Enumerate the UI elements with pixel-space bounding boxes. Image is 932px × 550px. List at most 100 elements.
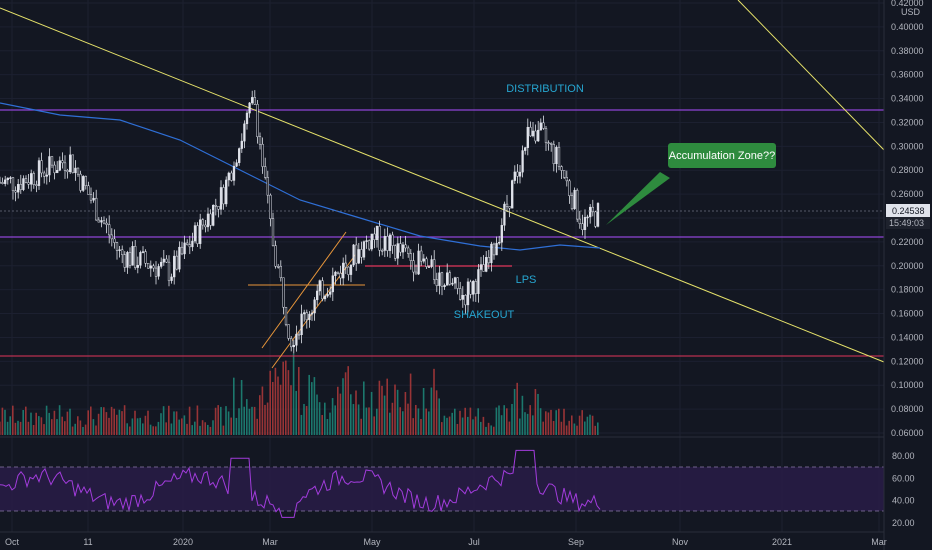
volume-bar — [66, 411, 69, 435]
candle-body — [508, 206, 511, 209]
volume-bar — [334, 405, 336, 435]
candle-body — [115, 242, 119, 251]
candle-body — [6, 177, 9, 181]
candle-body — [183, 242, 186, 255]
candle-body — [50, 156, 54, 166]
candle-body — [35, 184, 38, 186]
candle-body — [147, 263, 150, 269]
price-tick-label: 0.14000 — [891, 332, 924, 342]
volume-bar — [240, 380, 243, 435]
volume-bar — [277, 376, 279, 435]
volume-bar — [238, 408, 240, 435]
volume-bar — [487, 422, 490, 435]
candle-body — [0, 181, 2, 184]
volume-bar — [168, 405, 170, 435]
volume-bar — [303, 403, 305, 435]
volume-bar — [272, 381, 274, 435]
volume-bar — [92, 419, 95, 435]
candle-body — [287, 324, 290, 339]
volume-bar — [45, 405, 48, 435]
candle-body — [464, 294, 467, 306]
candle-body — [282, 277, 285, 308]
candle-body — [264, 166, 267, 178]
time-tick-label: Mar — [262, 537, 278, 547]
candle-body — [290, 338, 293, 348]
candle-body — [430, 259, 433, 267]
volume-bar — [513, 388, 516, 435]
price-axis-ticks: 0.42000 0.40000 0.38000 0.36000 0.34000 0.320… — [891, 0, 924, 438]
candle-body — [552, 144, 555, 164]
candle-body — [427, 266, 431, 268]
volume-bar — [131, 418, 134, 435]
volume-bar — [404, 391, 407, 435]
volume-bar — [477, 408, 479, 435]
volume-bar — [43, 424, 45, 435]
volume-bar — [547, 412, 550, 435]
candle-body — [134, 246, 137, 268]
candle-body — [269, 194, 272, 219]
volume-bar — [467, 416, 469, 435]
candle-body — [206, 213, 210, 228]
candle-body — [40, 160, 43, 174]
candle-body — [329, 291, 332, 295]
volume-bar — [165, 422, 167, 435]
candle-body — [596, 203, 600, 227]
volume-bar — [230, 417, 232, 435]
volume-bar — [95, 425, 97, 435]
volume-bar — [194, 421, 196, 435]
candle-body — [76, 167, 80, 175]
candle-body — [365, 240, 368, 242]
candle-body — [300, 313, 303, 335]
candle-body — [440, 272, 444, 287]
volume-bar — [295, 390, 297, 435]
candle-body — [157, 266, 160, 277]
candle-body — [456, 277, 459, 289]
volume-bar — [139, 417, 141, 435]
candle-body — [404, 244, 407, 249]
candle-body — [271, 218, 275, 246]
candle-body — [17, 184, 20, 193]
price-tick-label: 0.42000 — [891, 0, 924, 8]
volume-bar — [472, 419, 474, 435]
volume-bar — [61, 416, 63, 435]
time-tick-label: Oct — [5, 537, 20, 547]
volume-bar — [155, 426, 157, 435]
candle-body — [243, 123, 246, 142]
candle-body — [388, 234, 392, 251]
price-tick-label: 0.28000 — [891, 165, 924, 175]
candle-body — [583, 217, 587, 230]
volume-bar — [90, 406, 92, 435]
candle-body — [144, 251, 147, 264]
volume-bar — [19, 421, 22, 435]
volume-bar — [480, 421, 482, 435]
candle-body — [66, 170, 69, 173]
candle-body — [368, 240, 371, 250]
volume-bar — [173, 411, 175, 435]
candle-body — [100, 220, 103, 223]
price-candles — [0, 90, 600, 354]
rsi-tick-label: 40.00 — [892, 496, 915, 506]
volume-bar — [48, 412, 50, 435]
rsi-band — [0, 467, 884, 511]
candle-body — [357, 249, 360, 264]
volume-bar — [378, 380, 381, 435]
candle-body — [45, 174, 48, 177]
candle-body — [352, 244, 355, 266]
candle-body — [591, 206, 594, 213]
volume-bar — [573, 423, 576, 435]
volume-bar — [329, 412, 331, 435]
volume-bar — [79, 420, 82, 435]
price-tick-label: 0.38000 — [891, 46, 924, 56]
candle-body — [349, 264, 353, 275]
volume-bar — [207, 424, 209, 435]
volume-bar — [519, 418, 521, 435]
candle-body — [84, 176, 87, 186]
volume-bar — [578, 415, 581, 435]
candle-body — [178, 246, 181, 270]
volume-bar — [537, 393, 539, 435]
candle-body — [297, 333, 301, 336]
volume-bar — [235, 417, 238, 435]
volume-bar — [142, 423, 144, 435]
rsi-tick-label: 80.00 — [892, 451, 915, 461]
